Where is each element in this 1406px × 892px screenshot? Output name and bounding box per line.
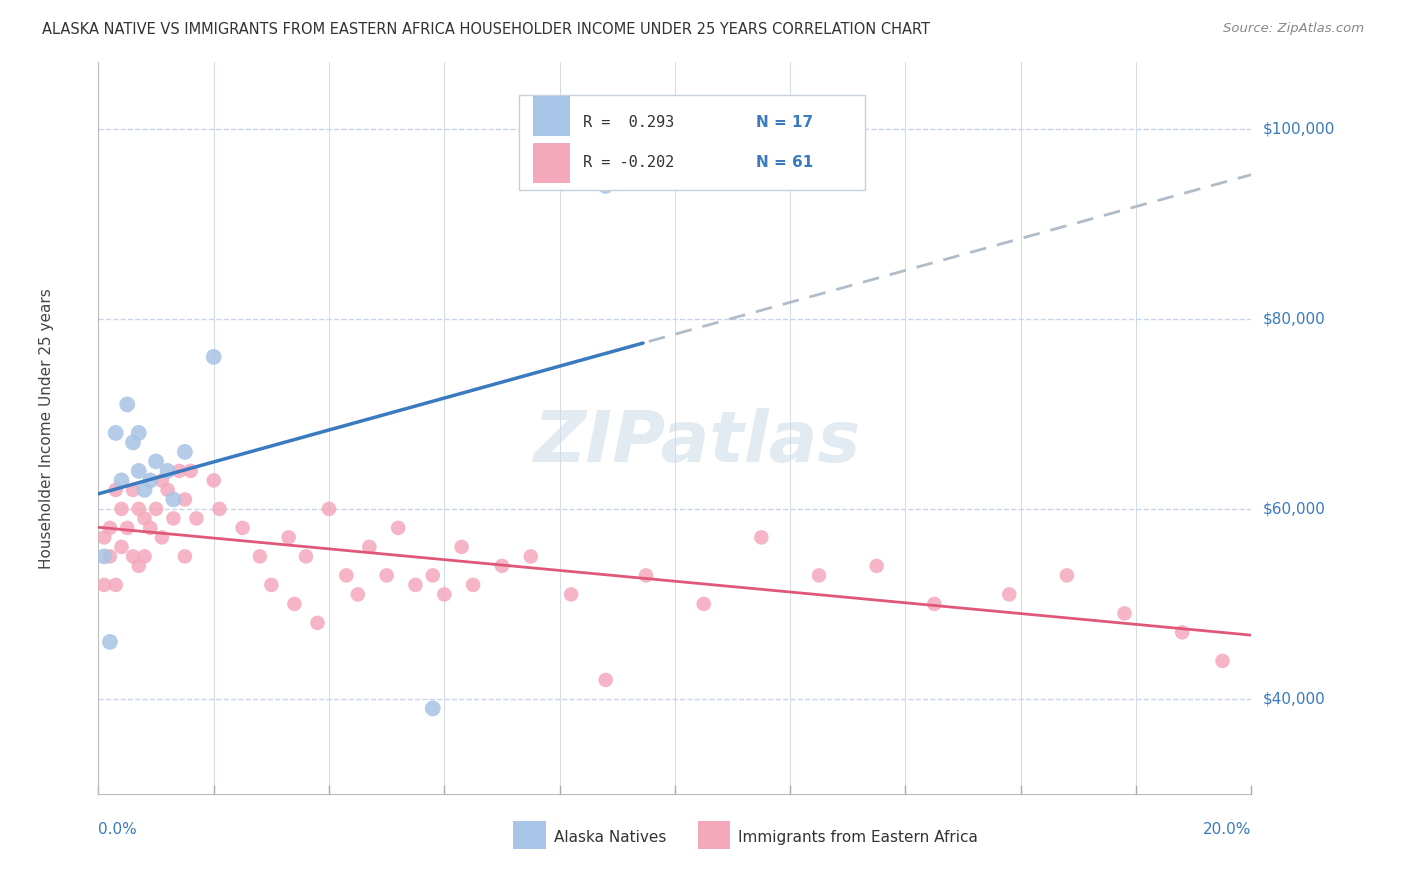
Point <box>134 483 156 497</box>
Point <box>636 568 658 582</box>
Point <box>422 701 444 715</box>
Point <box>283 597 305 611</box>
Point <box>117 521 139 535</box>
Point <box>145 454 167 468</box>
Text: Householder Income Under 25 years: Householder Income Under 25 years <box>39 288 53 568</box>
Point <box>98 521 121 535</box>
Point <box>359 540 381 554</box>
Point <box>560 587 582 601</box>
Point <box>924 597 946 611</box>
Text: 20.0%: 20.0% <box>1204 822 1251 838</box>
Point <box>346 587 368 601</box>
Point <box>335 568 357 582</box>
Point <box>104 578 127 592</box>
FancyBboxPatch shape <box>513 821 546 849</box>
Point <box>461 578 484 592</box>
Point <box>180 464 202 478</box>
Text: $40,000: $40,000 <box>1263 691 1326 706</box>
Point <box>1114 607 1136 621</box>
Point <box>93 530 115 544</box>
Point <box>595 178 617 193</box>
FancyBboxPatch shape <box>533 95 569 136</box>
Point <box>808 568 831 582</box>
Text: R =  0.293: R = 0.293 <box>582 115 673 130</box>
Point <box>1212 654 1234 668</box>
Point <box>156 483 179 497</box>
Point <box>595 673 617 687</box>
Point <box>387 521 409 535</box>
Point <box>405 578 427 592</box>
Text: 0.0%: 0.0% <box>98 822 138 838</box>
Point <box>277 530 299 544</box>
Point <box>162 511 184 525</box>
Point <box>117 397 139 411</box>
Point <box>318 502 340 516</box>
Point <box>450 540 472 554</box>
Point <box>162 492 184 507</box>
Text: N = 61: N = 61 <box>755 155 813 170</box>
Point <box>110 540 132 554</box>
Point <box>1171 625 1194 640</box>
FancyBboxPatch shape <box>533 143 569 183</box>
Point <box>174 445 197 459</box>
Point <box>104 483 127 497</box>
Point <box>110 474 132 488</box>
Text: ZIPatlas: ZIPatlas <box>534 409 862 477</box>
Text: Alaska Natives: Alaska Natives <box>554 830 666 846</box>
Point <box>128 502 150 516</box>
Point <box>307 615 329 630</box>
Point <box>167 464 190 478</box>
Point <box>122 549 145 564</box>
Point <box>145 502 167 516</box>
Point <box>295 549 318 564</box>
FancyBboxPatch shape <box>697 821 730 849</box>
Text: Source: ZipAtlas.com: Source: ZipAtlas.com <box>1223 22 1364 36</box>
Point <box>186 511 208 525</box>
Point <box>491 558 513 573</box>
Point <box>174 492 197 507</box>
Point <box>128 464 150 478</box>
Point <box>693 597 716 611</box>
Point <box>375 568 398 582</box>
Point <box>104 425 127 440</box>
Point <box>122 483 145 497</box>
Point <box>260 578 283 592</box>
Point <box>128 558 150 573</box>
Point <box>93 578 115 592</box>
Point <box>93 549 115 564</box>
Point <box>249 549 271 564</box>
Text: R = -0.202: R = -0.202 <box>582 155 673 170</box>
Text: N = 17: N = 17 <box>755 115 813 130</box>
Point <box>139 474 162 488</box>
Text: $80,000: $80,000 <box>1263 311 1326 326</box>
Text: $60,000: $60,000 <box>1263 501 1326 516</box>
Point <box>231 521 254 535</box>
Point <box>174 549 197 564</box>
Point <box>202 474 225 488</box>
Point <box>751 530 773 544</box>
Point <box>156 464 179 478</box>
Point <box>998 587 1021 601</box>
Point <box>134 511 156 525</box>
Point <box>1056 568 1078 582</box>
Point <box>128 425 150 440</box>
Point <box>98 635 121 649</box>
Point <box>150 530 173 544</box>
FancyBboxPatch shape <box>519 95 865 191</box>
Text: ALASKA NATIVE VS IMMIGRANTS FROM EASTERN AFRICA HOUSEHOLDER INCOME UNDER 25 YEAR: ALASKA NATIVE VS IMMIGRANTS FROM EASTERN… <box>42 22 931 37</box>
Point <box>110 502 132 516</box>
Point <box>139 521 162 535</box>
Text: Immigrants from Eastern Africa: Immigrants from Eastern Africa <box>738 830 979 846</box>
Point <box>866 558 889 573</box>
Point <box>122 435 145 450</box>
Point <box>134 549 156 564</box>
Point <box>422 568 444 582</box>
Point <box>150 474 173 488</box>
Text: $100,000: $100,000 <box>1263 121 1336 136</box>
Point <box>208 502 231 516</box>
Point <box>433 587 456 601</box>
Point <box>98 549 121 564</box>
Point <box>202 350 225 364</box>
Point <box>520 549 543 564</box>
